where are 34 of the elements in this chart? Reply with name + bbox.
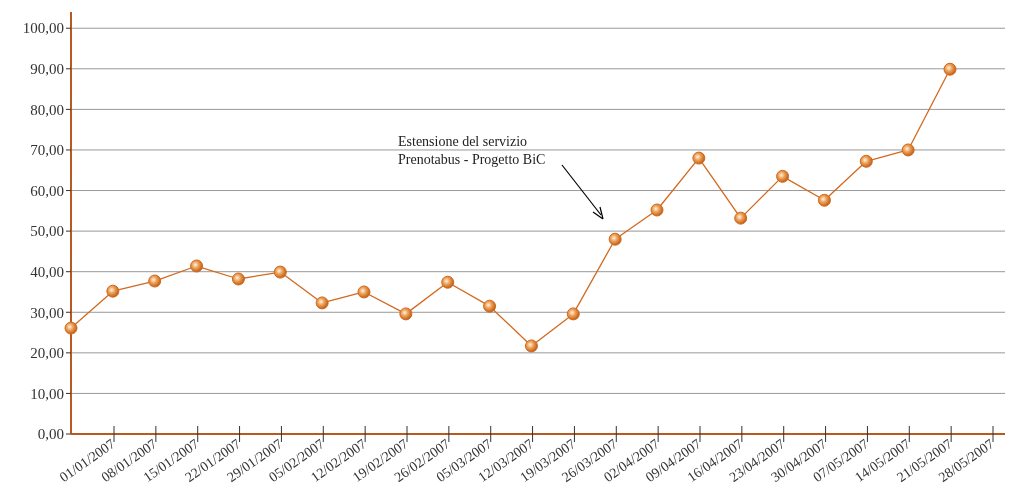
y-tick-label: 100,00 bbox=[22, 20, 64, 37]
y-tick-label: 70,00 bbox=[30, 142, 64, 159]
point bbox=[566, 307, 580, 321]
point bbox=[776, 169, 790, 183]
point bbox=[357, 285, 371, 299]
y-tick-label: 80,00 bbox=[30, 101, 64, 118]
point bbox=[315, 296, 329, 310]
point bbox=[441, 275, 455, 289]
y-tick-label: 0,00 bbox=[37, 426, 64, 443]
point bbox=[190, 259, 204, 273]
point bbox=[148, 274, 162, 288]
point bbox=[106, 284, 120, 298]
point bbox=[692, 151, 706, 165]
y-tick-label: 20,00 bbox=[30, 345, 64, 362]
point bbox=[524, 339, 538, 353]
point bbox=[399, 307, 413, 321]
point bbox=[483, 299, 497, 313]
y-tick-label: 30,00 bbox=[30, 304, 64, 321]
point bbox=[231, 272, 245, 286]
y-tick-label: 10,00 bbox=[30, 385, 64, 402]
point bbox=[650, 203, 664, 217]
point bbox=[901, 143, 915, 157]
point bbox=[943, 62, 957, 76]
point bbox=[734, 211, 748, 225]
point bbox=[859, 154, 873, 168]
point bbox=[817, 193, 831, 207]
y-tick-label: 60,00 bbox=[30, 182, 64, 199]
point bbox=[273, 265, 287, 279]
y-tick-label: 50,00 bbox=[30, 223, 64, 240]
point bbox=[64, 321, 78, 335]
y-tick-label: 40,00 bbox=[30, 263, 64, 280]
point bbox=[608, 232, 622, 246]
annotation: Estensione del servizio Prenotabus - Progetto BiC bbox=[398, 134, 546, 167]
y-tick-label: 90,00 bbox=[30, 61, 64, 78]
